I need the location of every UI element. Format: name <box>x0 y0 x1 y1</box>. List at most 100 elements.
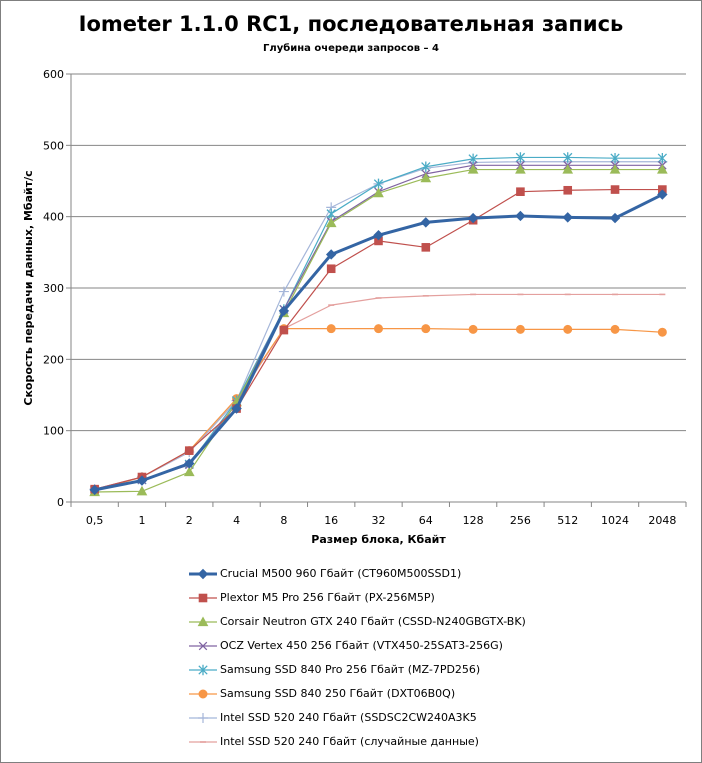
data-point <box>184 458 195 469</box>
data-point <box>467 164 479 174</box>
legend-item: Samsung SSD 840 250 Гбайт (DXT06B0Q) <box>188 685 668 709</box>
legend-item: Crucial M500 960 Гбайт (CT960M500SSD1) <box>188 565 668 589</box>
data-point <box>136 475 148 486</box>
legend-item: Samsung SSD 840 Pro 256 Гбайт (MZ-7PD256… <box>188 661 668 685</box>
y-tick-label: 100 <box>43 425 64 438</box>
legend-label: Intel SSD 520 240 Гбайт (SSDSC2CW240A3K5 <box>220 711 477 724</box>
data-point <box>610 152 620 164</box>
legend-label: Samsung SSD 840 250 Гбайт (DXT06B0Q) <box>220 687 456 700</box>
x-tick-label: 2048 <box>648 514 676 527</box>
legend-swatch <box>189 741 217 743</box>
series-1 <box>89 189 668 496</box>
data-point <box>420 217 432 228</box>
data-point <box>421 161 431 172</box>
data-point <box>374 324 383 334</box>
data-point <box>198 664 208 676</box>
series-5 <box>89 152 668 496</box>
data-point <box>657 327 667 337</box>
y-axis-title: Скорость передачи данных, Мбайт/с <box>22 170 35 405</box>
data-point <box>325 217 337 228</box>
data-point <box>198 593 208 603</box>
data-point <box>657 152 668 164</box>
legend-item: Intel SSD 520 240 Гбайт (случайные данны… <box>188 733 668 757</box>
legend-item: Corsair Neutron GTX 240 Гбайт (CSSD-N240… <box>188 613 668 637</box>
data-point <box>657 189 668 200</box>
data-point <box>89 484 100 496</box>
series-lines <box>89 152 668 497</box>
data-point <box>420 172 432 183</box>
chart-subtitle: Глубина очереди запросов – 4 <box>263 43 439 54</box>
data-point <box>515 164 526 174</box>
legend-item: Plextor M5 Pro 256 Гбайт (PX-256M5P) <box>188 589 668 613</box>
data-point <box>515 324 525 334</box>
data-point <box>515 152 526 163</box>
data-point <box>198 689 208 699</box>
data-point <box>656 164 668 174</box>
data-point <box>197 616 209 627</box>
legend-swatch <box>189 664 217 676</box>
data-point <box>562 164 574 174</box>
line-chart: 0 100 200 300 400 500 600 0,5 1 2 4 8 16 32 64 128 256 51… <box>22 68 687 546</box>
x-tick-label: 64 <box>419 514 433 527</box>
data-point <box>516 187 525 196</box>
y-tick-label: 600 <box>43 68 64 81</box>
data-point <box>373 187 384 198</box>
data-point <box>421 324 431 334</box>
axes: 0 100 200 300 400 500 600 0,5 1 2 4 8 16 32 64 128 256 51… <box>43 68 687 527</box>
legend-label: Corsair Neutron GTX 240 Гбайт (CSSD-N240… <box>220 615 526 628</box>
legend-label: Plextor M5 Pro 256 Гбайт (PX-256M5P) <box>220 591 435 604</box>
legend-item: OCZ Vertex 450 256 Гбайт (VTX450-25SAT3-… <box>188 637 668 661</box>
data-point <box>609 212 621 224</box>
x-tick-label: 256 <box>510 514 531 527</box>
legend-label: Intel SSD 520 240 Гбайт (случайные данны… <box>220 735 479 748</box>
data-point <box>515 210 526 222</box>
data-point <box>198 713 208 723</box>
x-tick-label: 128 <box>463 514 484 527</box>
data-point <box>183 466 195 477</box>
data-point <box>373 230 384 241</box>
data-point <box>468 324 478 334</box>
x-tick-label: 8 <box>280 514 287 527</box>
legend-label: Samsung SSD 840 Pro 256 Гбайт (MZ-7PD256… <box>220 663 481 676</box>
x-tick-label: 1024 <box>601 514 629 527</box>
legend-swatch <box>189 616 217 627</box>
data-point <box>325 249 337 260</box>
x-axis-title: Размер блока, Кбайт <box>311 533 446 546</box>
x-tick-label: 16 <box>324 514 338 527</box>
x-tick-label: 512 <box>557 514 578 527</box>
data-point <box>563 185 573 195</box>
data-point <box>326 208 336 220</box>
legend: Crucial M500 960 Гбайт (CT960M500SSD1) Pl… <box>188 565 668 757</box>
x-tick-label: 32 <box>372 514 386 527</box>
x-tick-label: 2 <box>186 514 193 527</box>
series-8 <box>91 293 666 490</box>
series-line <box>94 293 663 490</box>
x-tick-label: 4 <box>233 514 240 527</box>
series-2 <box>90 185 667 494</box>
series-3 <box>89 164 668 497</box>
data-point <box>610 324 620 334</box>
data-point <box>563 152 573 163</box>
data-point <box>326 264 336 274</box>
data-point <box>136 485 148 496</box>
series-line <box>94 156 663 492</box>
y-tick-label: 500 <box>43 139 64 152</box>
legend-swatch <box>189 713 217 723</box>
data-point <box>184 446 194 455</box>
data-point <box>421 243 431 252</box>
data-point <box>326 324 336 334</box>
x-tick-label: 0,5 <box>86 514 104 527</box>
legend-label: Crucial M500 960 Гбайт (CT960M500SSD1) <box>220 567 462 580</box>
data-point <box>467 212 479 224</box>
data-point <box>278 305 290 317</box>
legend-item: Intel SSD 520 240 Гбайт (SSDSC2CW240A3K5 <box>188 709 668 733</box>
legend-swatch <box>189 641 217 651</box>
legend-swatch <box>189 593 217 603</box>
data-point <box>610 185 620 194</box>
y-tick-label: 0 <box>57 496 64 509</box>
data-point <box>278 286 289 297</box>
data-point <box>197 568 209 580</box>
data-point <box>609 164 621 174</box>
data-point <box>279 325 289 335</box>
